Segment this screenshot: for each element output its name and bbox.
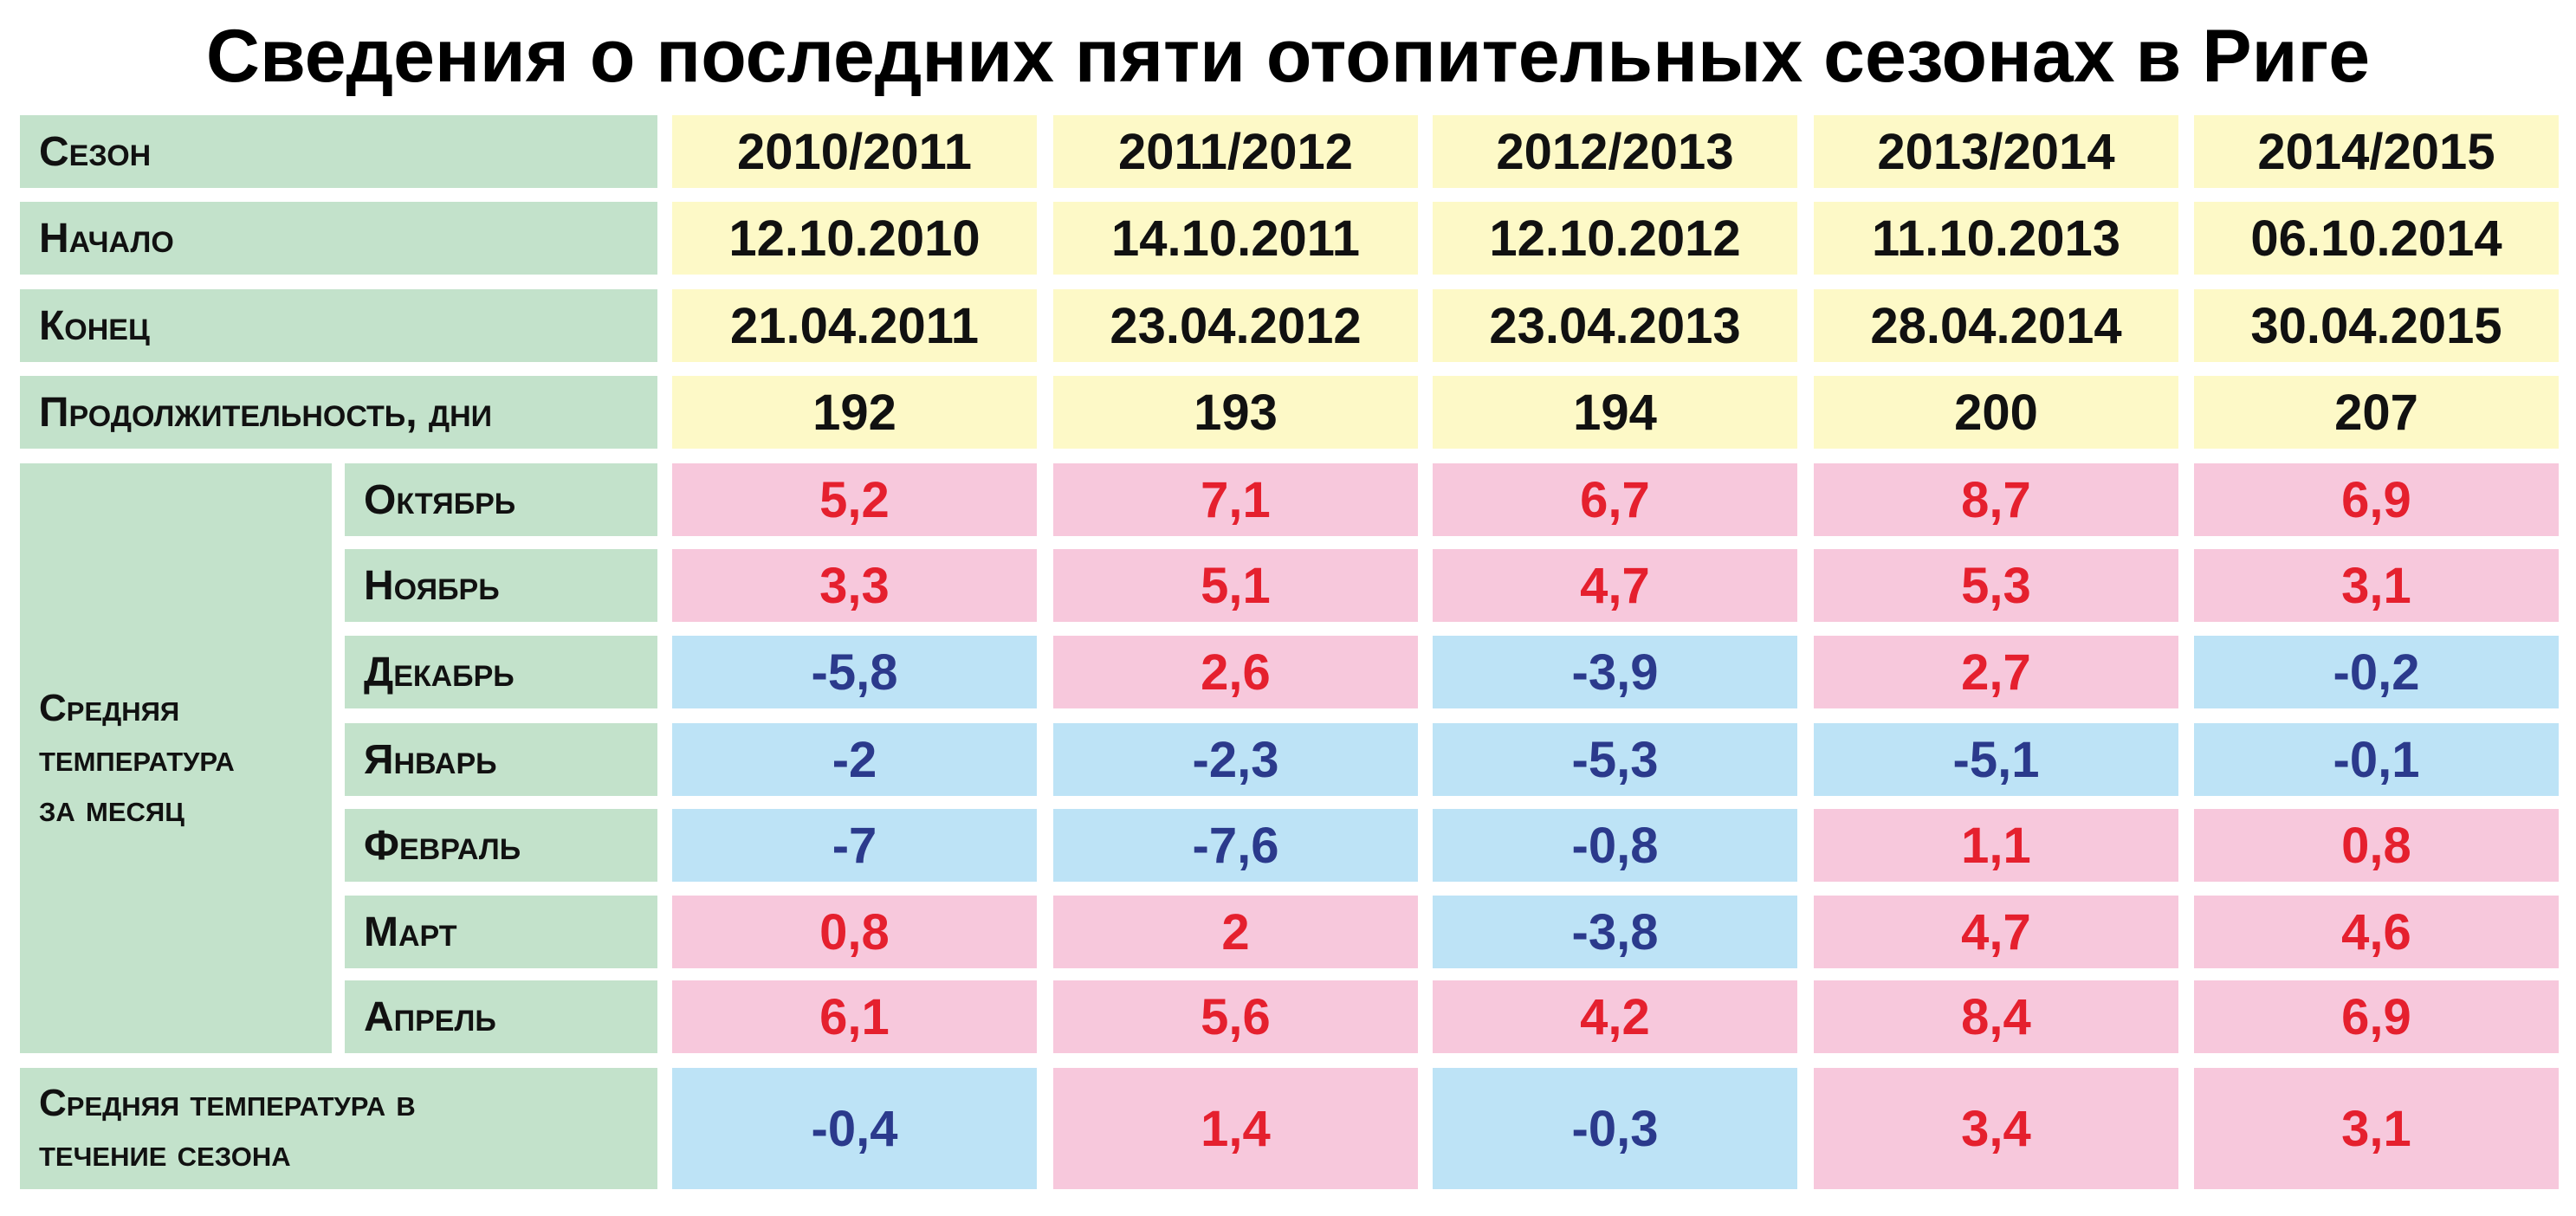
temperature-value: -7,6 [1053, 809, 1418, 882]
month-label: Март [345, 896, 657, 968]
temperature-value: -5,3 [1433, 723, 1797, 796]
temperature-value: -0,8 [1433, 809, 1797, 882]
cell-value: 23.04.2012 [1053, 289, 1418, 362]
temperature-value: -2,3 [1053, 723, 1418, 796]
row-label: Начало [20, 202, 657, 275]
temperature-value: 6,9 [2194, 980, 2559, 1053]
temperature-value: 4,2 [1433, 980, 1797, 1053]
group-label: Средняя температура за месяц [20, 463, 332, 1053]
temperature-value: 5,1 [1053, 549, 1418, 622]
temperature-value: 6,9 [2194, 463, 2559, 536]
row-label: Конец [20, 289, 657, 362]
cell-value: 2010/2011 [672, 115, 1037, 188]
temperature-value: -0,4 [672, 1068, 1037, 1189]
temperature-value: -7 [672, 809, 1037, 882]
month-label: Февраль [345, 809, 657, 882]
month-label: Ноябрь [345, 549, 657, 622]
month-label: Октябрь [345, 463, 657, 536]
temperature-value: 5,3 [1814, 549, 2178, 622]
temperature-value: 1,4 [1053, 1068, 1418, 1189]
cell-value: 192 [672, 376, 1037, 449]
temperature-value: 8,7 [1814, 463, 2178, 536]
month-label: Декабрь [345, 636, 657, 708]
cell-value: 2012/2013 [1433, 115, 1797, 188]
temperature-value: 3,1 [2194, 549, 2559, 622]
temperature-value: 6,1 [672, 980, 1037, 1053]
cell-value: 194 [1433, 376, 1797, 449]
cell-value: 207 [2194, 376, 2559, 449]
cell-value: 21.04.2011 [672, 289, 1037, 362]
temperature-value: 3,4 [1814, 1068, 2178, 1189]
cell-value: 2014/2015 [2194, 115, 2559, 188]
row-label: Продолжительность, дни [20, 376, 657, 449]
temperature-value: -5,8 [672, 636, 1037, 708]
cell-value: 28.04.2014 [1814, 289, 2178, 362]
footer-label: Средняя температура в течение сезона [20, 1068, 657, 1189]
temperature-value: 2,7 [1814, 636, 2178, 708]
temperature-value: -2 [672, 723, 1037, 796]
month-label: Январь [345, 723, 657, 796]
temperature-value: 4,7 [1814, 896, 2178, 968]
cell-value: 2011/2012 [1053, 115, 1418, 188]
temperature-value: -0,1 [2194, 723, 2559, 796]
cell-value: 193 [1053, 376, 1418, 449]
temperature-value: 5,2 [672, 463, 1037, 536]
temperature-value: 3,1 [2194, 1068, 2559, 1189]
temperature-value: -0,3 [1433, 1068, 1797, 1189]
temperature-value: 2,6 [1053, 636, 1418, 708]
temperature-value: 8,4 [1814, 980, 2178, 1053]
temperature-value: 1,1 [1814, 809, 2178, 882]
temperature-value: 4,7 [1433, 549, 1797, 622]
month-label: Апрель [345, 980, 657, 1053]
temperature-value: -5,1 [1814, 723, 2178, 796]
title: Сведения о последних пяти отопительных с… [205, 15, 2371, 98]
cell-value: 2013/2014 [1814, 115, 2178, 188]
temperature-value: -3,9 [1433, 636, 1797, 708]
cell-value: 12.10.2012 [1433, 202, 1797, 275]
cell-value: 06.10.2014 [2194, 202, 2559, 275]
cell-value: 30.04.2015 [2194, 289, 2559, 362]
temperature-value: 2 [1053, 896, 1418, 968]
temperature-value: -3,8 [1433, 896, 1797, 968]
cell-value: 12.10.2010 [672, 202, 1037, 275]
temperature-value: 6,7 [1433, 463, 1797, 536]
cell-value: 23.04.2013 [1433, 289, 1797, 362]
cell-value: 11.10.2013 [1814, 202, 2178, 275]
temperature-value: -0,2 [2194, 636, 2559, 708]
row-label: Сезон [20, 115, 657, 188]
cell-value: 14.10.2011 [1053, 202, 1418, 275]
temperature-value: 3,3 [672, 549, 1037, 622]
temperature-value: 5,6 [1053, 980, 1418, 1053]
temperature-value: 4,6 [2194, 896, 2559, 968]
cell-value: 200 [1814, 376, 2178, 449]
temperature-value: 0,8 [672, 896, 1037, 968]
temperature-value: 7,1 [1053, 463, 1418, 536]
temperature-value: 0,8 [2194, 809, 2559, 882]
